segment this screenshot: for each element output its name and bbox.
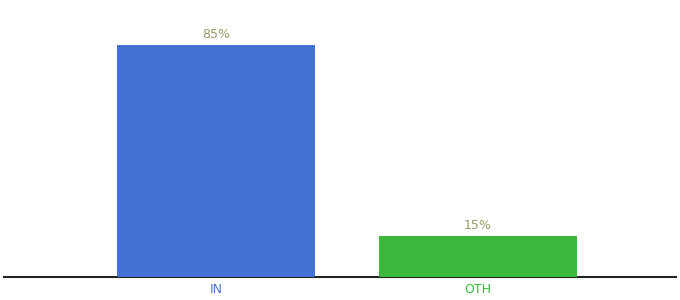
Bar (379, 236, 577, 277)
Text: 15%: 15% (464, 219, 492, 232)
Bar (117, 45, 316, 277)
Text: 85%: 85% (202, 28, 231, 41)
